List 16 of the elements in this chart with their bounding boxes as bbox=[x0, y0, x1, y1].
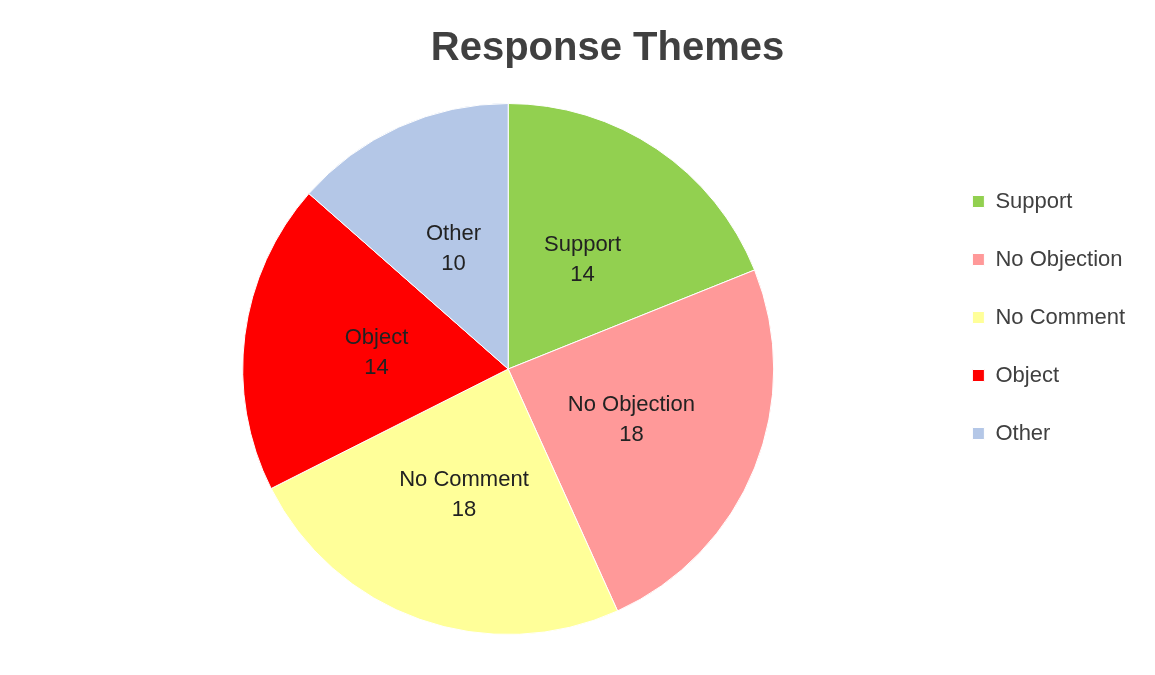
legend-label: No Comment bbox=[995, 303, 1125, 329]
slice-label: Other bbox=[426, 220, 482, 246]
legend-label: Support bbox=[995, 187, 1073, 213]
data-label: 14 bbox=[364, 354, 389, 380]
data-label: 18 bbox=[619, 420, 644, 446]
data-label: 14 bbox=[570, 261, 595, 287]
legend-label: No Objection bbox=[995, 245, 1123, 271]
legend-label: Object bbox=[995, 361, 1059, 387]
slice-label: Object bbox=[344, 324, 409, 350]
data-label: 18 bbox=[451, 496, 477, 522]
slice-label: Support bbox=[544, 231, 622, 257]
legend-label: Other bbox=[995, 419, 1051, 445]
data-label: 10 bbox=[441, 250, 466, 276]
slice-label: No Objection bbox=[567, 390, 695, 416]
slice-label: No Comment bbox=[399, 466, 529, 492]
chart-title: Response Themes bbox=[430, 24, 785, 69]
